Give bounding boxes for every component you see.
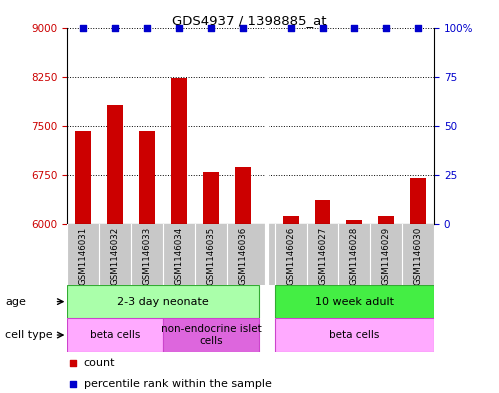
Text: GSM1146028: GSM1146028 — [350, 227, 359, 285]
Text: GSM1146034: GSM1146034 — [175, 227, 184, 285]
Bar — [75, 131, 91, 393]
Point — [69, 360, 77, 366]
Text: GSM1146032: GSM1146032 — [111, 227, 120, 285]
Bar — [163, 318, 258, 352]
Text: age: age — [5, 297, 26, 307]
Point — [414, 24, 422, 31]
Text: GSM1146030: GSM1146030 — [414, 227, 423, 285]
Text: GSM1146027: GSM1146027 — [318, 227, 327, 285]
Point — [318, 24, 326, 31]
Bar — [107, 105, 123, 393]
Bar — [274, 318, 434, 352]
Text: percentile rank within the sample: percentile rank within the sample — [84, 379, 272, 389]
Bar — [139, 131, 155, 393]
Text: non-endocrine islet
cells: non-endocrine islet cells — [161, 324, 261, 346]
Text: GSM1146031: GSM1146031 — [79, 227, 88, 285]
Point — [175, 24, 183, 31]
Text: beta cells: beta cells — [329, 330, 380, 340]
Bar — [67, 318, 163, 352]
Point — [207, 24, 215, 31]
Bar — [203, 172, 219, 393]
Point — [382, 24, 390, 31]
Text: beta cells: beta cells — [90, 330, 140, 340]
Point — [79, 24, 87, 31]
Text: GSM1146029: GSM1146029 — [382, 227, 391, 285]
Bar — [314, 200, 330, 393]
Bar — [235, 167, 250, 393]
Bar — [274, 285, 434, 318]
Text: GSM1146036: GSM1146036 — [239, 227, 248, 285]
Text: GSM1146026: GSM1146026 — [286, 227, 295, 285]
Point — [350, 24, 358, 31]
Point — [286, 24, 294, 31]
Point — [111, 24, 119, 31]
Text: 2-3 day neonate: 2-3 day neonate — [117, 297, 209, 307]
Bar — [410, 178, 426, 393]
Point — [69, 381, 77, 387]
Point — [143, 24, 151, 31]
Point — [239, 24, 247, 31]
Bar — [171, 78, 187, 393]
Bar — [282, 216, 298, 393]
Text: GSM1146035: GSM1146035 — [207, 227, 216, 285]
Bar — [346, 220, 362, 393]
Text: GSM1146033: GSM1146033 — [143, 227, 152, 285]
Text: 10 week adult: 10 week adult — [315, 297, 394, 307]
Text: count: count — [84, 358, 115, 368]
Text: GDS4937 / 1398885_at: GDS4937 / 1398885_at — [172, 14, 327, 27]
Text: cell type: cell type — [5, 330, 52, 340]
Bar — [67, 285, 258, 318]
Bar — [378, 216, 394, 393]
